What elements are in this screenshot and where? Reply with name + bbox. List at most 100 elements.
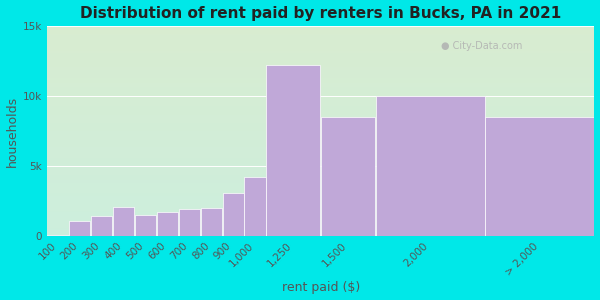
Bar xyxy=(244,177,266,236)
Bar xyxy=(47,135,595,136)
Bar xyxy=(47,66,595,67)
Bar xyxy=(47,59,595,60)
Title: Distribution of rent paid by renters in Bucks, PA in 2021: Distribution of rent paid by renters in … xyxy=(80,6,562,21)
Bar xyxy=(376,96,485,236)
Bar xyxy=(47,126,595,127)
Bar xyxy=(47,86,595,87)
Bar xyxy=(47,113,595,114)
Bar xyxy=(47,146,595,147)
Bar xyxy=(47,179,595,180)
Bar xyxy=(47,176,595,177)
Bar xyxy=(47,49,595,50)
Bar xyxy=(47,168,595,169)
Bar xyxy=(47,118,595,119)
Bar xyxy=(47,166,595,167)
Bar xyxy=(47,99,595,100)
Bar xyxy=(47,119,595,120)
Bar xyxy=(47,186,595,187)
Bar xyxy=(47,180,595,181)
Bar xyxy=(47,190,595,191)
Bar xyxy=(47,160,595,161)
Bar xyxy=(47,52,595,53)
Bar xyxy=(47,75,595,76)
Bar xyxy=(47,123,595,124)
Bar xyxy=(47,170,595,171)
Bar xyxy=(47,230,595,231)
Bar xyxy=(223,193,244,236)
Bar xyxy=(47,198,595,199)
Bar xyxy=(47,101,595,102)
Bar xyxy=(47,231,595,232)
Bar xyxy=(47,234,595,235)
Bar xyxy=(47,76,595,77)
Bar xyxy=(47,172,595,173)
Bar xyxy=(47,107,595,108)
Bar xyxy=(47,157,595,158)
Bar xyxy=(47,224,595,225)
Bar xyxy=(47,216,595,217)
Bar xyxy=(47,229,595,230)
Bar xyxy=(47,158,595,159)
Bar xyxy=(47,41,595,42)
Bar xyxy=(47,35,595,36)
Bar xyxy=(47,167,595,168)
Bar xyxy=(47,152,595,153)
Bar xyxy=(47,210,595,211)
Bar xyxy=(47,60,595,61)
Bar xyxy=(47,39,595,40)
Bar xyxy=(47,90,595,91)
Bar xyxy=(47,197,595,198)
Bar xyxy=(47,58,595,59)
Bar xyxy=(47,218,595,219)
Bar xyxy=(47,46,595,47)
Bar xyxy=(47,223,595,224)
Bar xyxy=(47,100,595,101)
X-axis label: rent paid ($): rent paid ($) xyxy=(281,281,360,294)
Bar xyxy=(47,116,595,117)
Bar xyxy=(47,28,595,29)
Text: ● City-Data.com: ● City-Data.com xyxy=(441,40,523,51)
Bar xyxy=(47,96,595,97)
Bar xyxy=(47,64,595,65)
Bar xyxy=(47,31,595,32)
Bar xyxy=(47,169,595,170)
Bar xyxy=(135,215,156,236)
Bar xyxy=(47,143,595,144)
Bar xyxy=(47,205,595,206)
Bar xyxy=(47,120,595,121)
Bar xyxy=(47,213,595,214)
Bar xyxy=(47,188,595,189)
Bar xyxy=(47,67,595,68)
Bar xyxy=(47,69,595,70)
Bar xyxy=(47,226,595,227)
Bar xyxy=(47,83,595,84)
Bar xyxy=(47,207,595,208)
Bar xyxy=(113,207,134,236)
Bar xyxy=(47,61,595,62)
Bar xyxy=(47,150,595,151)
Bar xyxy=(47,182,595,183)
Bar xyxy=(47,196,595,197)
Bar xyxy=(47,161,595,162)
Bar xyxy=(47,111,595,112)
Bar xyxy=(47,227,595,228)
Bar xyxy=(47,144,595,145)
Bar xyxy=(47,38,595,39)
Bar xyxy=(47,138,595,139)
Bar xyxy=(47,70,595,71)
Bar xyxy=(47,110,595,111)
Bar xyxy=(47,136,595,137)
Bar xyxy=(47,82,595,83)
Bar xyxy=(47,129,595,130)
Bar xyxy=(47,84,595,85)
Bar xyxy=(47,125,595,126)
Bar xyxy=(47,78,595,79)
Bar xyxy=(47,53,595,54)
Bar xyxy=(200,208,222,236)
Bar xyxy=(47,142,595,143)
Bar xyxy=(47,68,595,69)
Bar xyxy=(47,102,595,103)
Bar xyxy=(47,217,595,218)
Bar xyxy=(47,160,595,161)
Bar xyxy=(47,204,595,205)
